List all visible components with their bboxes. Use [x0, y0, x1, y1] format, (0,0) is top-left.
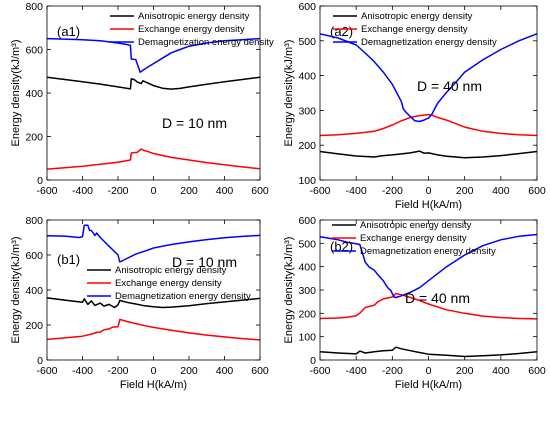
legend: Anisotropic energy density Exchange energ…	[110, 11, 274, 48]
x-tick-label: -600	[309, 185, 330, 197]
legend-entry: Exchange energy density	[360, 233, 467, 244]
y-tick-label: 200	[298, 140, 316, 152]
panel-tag: (a1)	[57, 24, 80, 39]
series-line-1	[319, 292, 538, 320]
x-tick-label: 0	[151, 185, 157, 197]
y-axis-label: Energy density(kJ/m³)	[10, 40, 22, 147]
y-tick-label: 300	[298, 285, 316, 297]
panel-tag: (b1)	[57, 252, 80, 267]
series-line-0	[46, 76, 261, 90]
panel-tag: (a2)	[330, 24, 353, 39]
x-tick-label: -200	[107, 185, 128, 197]
x-tick-label: -400	[346, 185, 367, 197]
x-tick-label: -400	[72, 185, 93, 197]
legend: Anisotropic energy density Exchange energ…	[333, 11, 497, 48]
y-tick-label: 800	[25, 215, 43, 227]
y-tick-label: 100	[298, 175, 316, 187]
x-tick-label: 400	[216, 185, 234, 197]
legend-entry: Demagnetization energy density	[360, 246, 496, 257]
series-line-1	[319, 113, 538, 137]
x-tick-label: -600	[309, 365, 330, 377]
legend: Anisotropic energy density Exchange energ…	[87, 265, 251, 302]
y-tick-label: 800	[25, 1, 43, 13]
x-tick-label: -200	[107, 365, 128, 377]
legend-entry: Demagnetization energy density	[361, 37, 497, 48]
y-tick-label: 400	[298, 262, 316, 274]
y-tick-label: 600	[25, 250, 43, 262]
y-tick-label: 400	[25, 285, 43, 297]
legend-entry: Exchange energy density	[138, 24, 245, 35]
x-tick-label: 0	[151, 365, 157, 377]
y-tick-label: 600	[298, 1, 316, 13]
series-line-2	[319, 33, 538, 123]
x-tick-label: 600	[251, 365, 269, 377]
y-tick-label: 200	[25, 132, 43, 144]
x-tick-label: -200	[382, 185, 403, 197]
x-tick-label: 400	[492, 365, 510, 377]
x-tick-label: 400	[492, 185, 510, 197]
panel-a1: -600 -400 -200 0 200 400 600 0 200 400 600 800 Energ…	[10, 1, 274, 197]
legend: Anisotropic energy density Exchange energ…	[332, 220, 496, 257]
x-tick-label: 600	[528, 365, 546, 377]
y-axis-label: Energy density(kJ/m³)	[283, 40, 295, 147]
series-line-2	[319, 233, 538, 299]
x-tick-label: 200	[456, 365, 474, 377]
y-tick-label: 200	[25, 320, 43, 332]
x-tick-label: 600	[528, 185, 546, 197]
x-axis-label: Field H(kA/m)	[120, 379, 187, 391]
x-tick-label: 200	[180, 365, 198, 377]
y-tick-label: 400	[298, 71, 316, 83]
panel-a2: -600 -400 -200 0 200 400 600 100 200 300 400 500 600…	[283, 1, 546, 211]
x-axis-label: Field H(kA/m)	[395, 379, 462, 391]
y-tick-label: 0	[310, 355, 316, 367]
series-line-2	[46, 37, 261, 74]
series-line-1	[46, 318, 261, 341]
legend-entry: Demagnetization energy density	[138, 37, 274, 48]
y-tick-label: 400	[25, 88, 43, 100]
panel-b1: -600 -400 -200 0 200 400 600 0 200 400 600 800 Field…	[10, 215, 269, 391]
x-tick-label: -400	[72, 365, 93, 377]
panel-b2: -600 -400 -200 0 200 400 600 0 100 200 300 400 500 60…	[283, 215, 546, 391]
y-tick-label: 100	[298, 332, 316, 344]
x-tick-label: 200	[456, 185, 474, 197]
legend-entry: Demagnetization energy density	[115, 291, 251, 302]
y-tick-label: 600	[298, 215, 316, 227]
y-tick-label: 500	[298, 36, 316, 48]
y-tick-label: 600	[25, 45, 43, 57]
legend-entry: Anisotropic energy density	[360, 220, 472, 231]
series-line-0	[319, 346, 538, 358]
series-line-2	[46, 224, 261, 263]
panel-annotation: D = 10 nm	[172, 254, 237, 270]
series-line-0	[319, 150, 538, 159]
series-line-0	[46, 297, 261, 309]
y-tick-label: 0	[37, 175, 43, 187]
x-tick-label: 400	[216, 365, 234, 377]
legend-entry: Anisotropic energy density	[115, 265, 227, 276]
legend-entry: Exchange energy density	[115, 278, 222, 289]
y-tick-label: 500	[298, 238, 316, 250]
x-tick-label: -600	[36, 185, 57, 197]
x-tick-label: -600	[36, 365, 57, 377]
y-tick-label: 300	[298, 105, 316, 117]
x-tick-label: 600	[251, 185, 269, 197]
series-line-1	[46, 148, 261, 170]
legend-entry: Anisotropic energy density	[138, 11, 250, 22]
legend-entry: Exchange energy density	[361, 24, 468, 35]
y-tick-label: 0	[37, 355, 43, 367]
x-tick-label: 0	[426, 365, 432, 377]
y-axis-label: Energy density(kJ/m³)	[283, 237, 295, 344]
panel-annotation: D = 40 nm	[405, 290, 470, 306]
panel-annotation: D = 40 nm	[417, 78, 482, 94]
x-tick-label: -400	[346, 365, 367, 377]
y-tick-label: 200	[298, 308, 316, 320]
plot-frame	[46, 219, 261, 361]
x-axis-label: Field H(kA/m)	[395, 199, 462, 211]
panel-annotation: D = 10 nm	[162, 115, 227, 131]
x-tick-label: 0	[426, 185, 432, 197]
y-axis-label: Energy density(kJ/m³)	[10, 237, 22, 344]
x-tick-label: -200	[382, 365, 403, 377]
x-tick-label: 200	[180, 185, 198, 197]
legend-entry: Anisotropic energy density	[361, 11, 473, 22]
